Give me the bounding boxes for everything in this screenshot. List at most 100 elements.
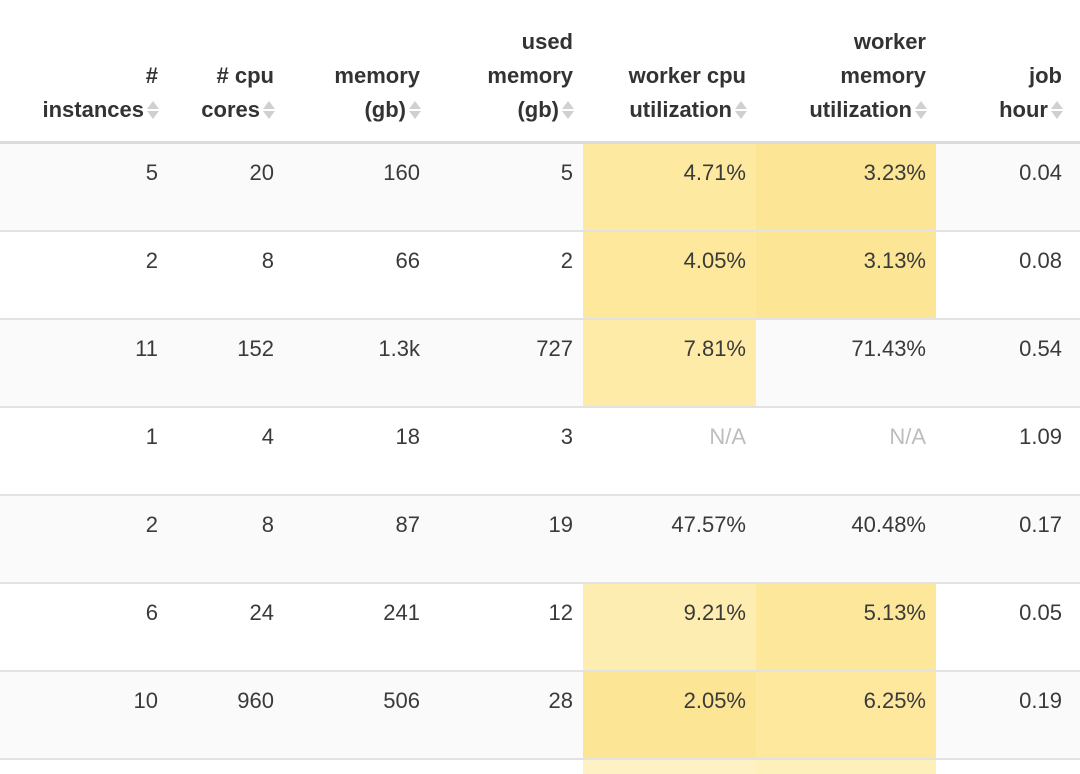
cell-cpu_cores: 20	[168, 142, 284, 232]
sort-icon[interactable]	[561, 99, 574, 121]
column-header-memory[interactable]: memory (gb)	[284, 0, 430, 144]
cell-job_hour: 0.05	[936, 582, 1072, 672]
cell-memory: 241	[284, 582, 430, 672]
cell-worker_mem: 71.43%	[756, 318, 936, 408]
cell-worker_cpu: 2.05%	[583, 670, 756, 760]
cell-memory: 66	[284, 230, 430, 320]
cell-memory: 18	[284, 406, 430, 496]
cell-instances: 1	[0, 406, 168, 496]
cell-cpu_cores: 4	[168, 406, 284, 496]
column-header-worker_cpu[interactable]: worker cpu utilization	[583, 0, 756, 144]
column-header-label: #	[145, 63, 158, 88]
table-row: 11 152 1.3k 727 7.81% 71.43% 0.54	[0, 318, 1080, 408]
cell-worker_mem: 5.13%	[756, 582, 936, 672]
cell-instances: 10	[0, 670, 168, 760]
column-header-used_memory[interactable]: used memory (gb)	[430, 0, 583, 144]
cell-next	[1072, 318, 1080, 408]
cell-cpu_cores: 8	[168, 494, 284, 584]
cell-job_hour: 0.19	[936, 670, 1072, 760]
cell-worker_cpu: 20.77%	[583, 758, 756, 774]
sort-icon[interactable]	[914, 99, 927, 121]
column-header-job_hour[interactable]: job hour	[936, 0, 1072, 144]
cell-used_memory: 2	[430, 230, 583, 320]
cell-used_memory: 28	[430, 670, 583, 760]
cell-next	[1072, 670, 1080, 760]
column-header-label: hour	[999, 97, 1048, 122]
column-header-label: utilization	[629, 97, 732, 122]
sort-icon[interactable]	[1050, 99, 1063, 121]
cell-memory: 87	[284, 494, 430, 584]
cell-next	[1072, 142, 1080, 232]
cell-job_hour: 1.09	[936, 406, 1072, 496]
cell-cpu_cores: 960	[168, 670, 284, 760]
column-header-label: worker cpu	[628, 63, 746, 88]
cell-worker_mem: 3.13%	[756, 230, 936, 320]
column-header-label: (gb)	[517, 97, 559, 122]
cell-cpu_cores: 24	[168, 582, 284, 672]
column-header-instances[interactable]: # instances	[0, 0, 168, 144]
cell-job_hour: 0.08	[936, 230, 1072, 320]
cell-instances: 2	[0, 494, 168, 584]
cell-used_memory: 12	[430, 582, 583, 672]
cell-worker_mem: 40.48%	[756, 494, 936, 584]
sort-icon[interactable]	[408, 99, 421, 121]
cell-worker_cpu: 7.81%	[583, 318, 756, 408]
cell-worker_cpu: 4.05%	[583, 230, 756, 320]
cell-job_hour: 0.08	[936, 758, 1072, 774]
sort-icon[interactable]	[262, 99, 275, 121]
column-header-label: used	[521, 29, 573, 54]
cell-worker_mem: 3.23%	[756, 142, 936, 232]
cell-next	[1072, 230, 1080, 320]
column-header-label: job	[1029, 63, 1062, 88]
cell-used_memory: 17	[430, 758, 583, 774]
cell-instances: 2	[0, 230, 168, 320]
cell-used_memory: 3	[430, 406, 583, 496]
column-header-label: # cpu	[216, 63, 274, 88]
cell-worker_mem: 14.24%	[756, 758, 936, 774]
table-row: 6 24 241 12 9.21% 5.13% 0.05	[0, 582, 1080, 672]
cell-cpu_cores: 152	[168, 318, 284, 408]
column-header-next[interactable]: n	[1072, 0, 1080, 144]
cell-memory: 497	[284, 758, 430, 774]
cell-memory: 160	[284, 142, 430, 232]
sort-icon[interactable]	[734, 99, 747, 121]
cell-worker_cpu: N/A	[583, 406, 756, 496]
column-header-label: memory	[334, 63, 420, 88]
column-header-label: utilization	[809, 97, 912, 122]
table-row: 5 20 160 5 4.71% 3.23% 0.04	[0, 142, 1080, 232]
table-row: 5964971720.77%14.24%0.08	[0, 758, 1080, 774]
sort-icon[interactable]	[146, 99, 159, 121]
table-row: 2 8 66 2 4.05% 3.13% 0.08	[0, 230, 1080, 320]
header-row: # instances # cpu cores memory (gb) used memory…	[0, 0, 1080, 144]
cell-next	[1072, 758, 1080, 774]
column-header-label: (gb)	[364, 97, 406, 122]
cell-job_hour: 0.04	[936, 142, 1072, 232]
table-row: 10 960 506 28 2.05% 6.25% 0.19	[0, 670, 1080, 760]
cell-instances: 5	[0, 758, 168, 774]
column-header-label: worker	[853, 29, 926, 54]
cell-job_hour: 0.54	[936, 318, 1072, 408]
cell-next	[1072, 582, 1080, 672]
column-header-label: instances	[42, 97, 145, 122]
table-row: 2 8 87 19 47.57% 40.48% 0.17	[0, 494, 1080, 584]
cell-cpu_cores: 8	[168, 230, 284, 320]
cell-memory: 506	[284, 670, 430, 760]
table-header: # instances # cpu cores memory (gb) used memory…	[0, 0, 1080, 144]
table-row: 1 4 18 3 N/A N/A 1.09	[0, 406, 1080, 496]
column-header-worker_mem[interactable]: worker memory utilization	[756, 0, 936, 144]
cell-used_memory: 727	[430, 318, 583, 408]
column-header-cpu_cores[interactable]: # cpu cores	[168, 0, 284, 144]
column-header-label: cores	[201, 97, 260, 122]
column-header-label: memory	[487, 63, 573, 88]
cell-worker_cpu: 9.21%	[583, 582, 756, 672]
cell-cpu_cores: 96	[168, 758, 284, 774]
cell-worker_mem: N/A	[756, 406, 936, 496]
cell-instances: 5	[0, 142, 168, 232]
cell-used_memory: 19	[430, 494, 583, 584]
cell-worker_mem: 6.25%	[756, 670, 936, 760]
cell-next	[1072, 494, 1080, 584]
cell-worker_cpu: 47.57%	[583, 494, 756, 584]
cell-next	[1072, 406, 1080, 496]
